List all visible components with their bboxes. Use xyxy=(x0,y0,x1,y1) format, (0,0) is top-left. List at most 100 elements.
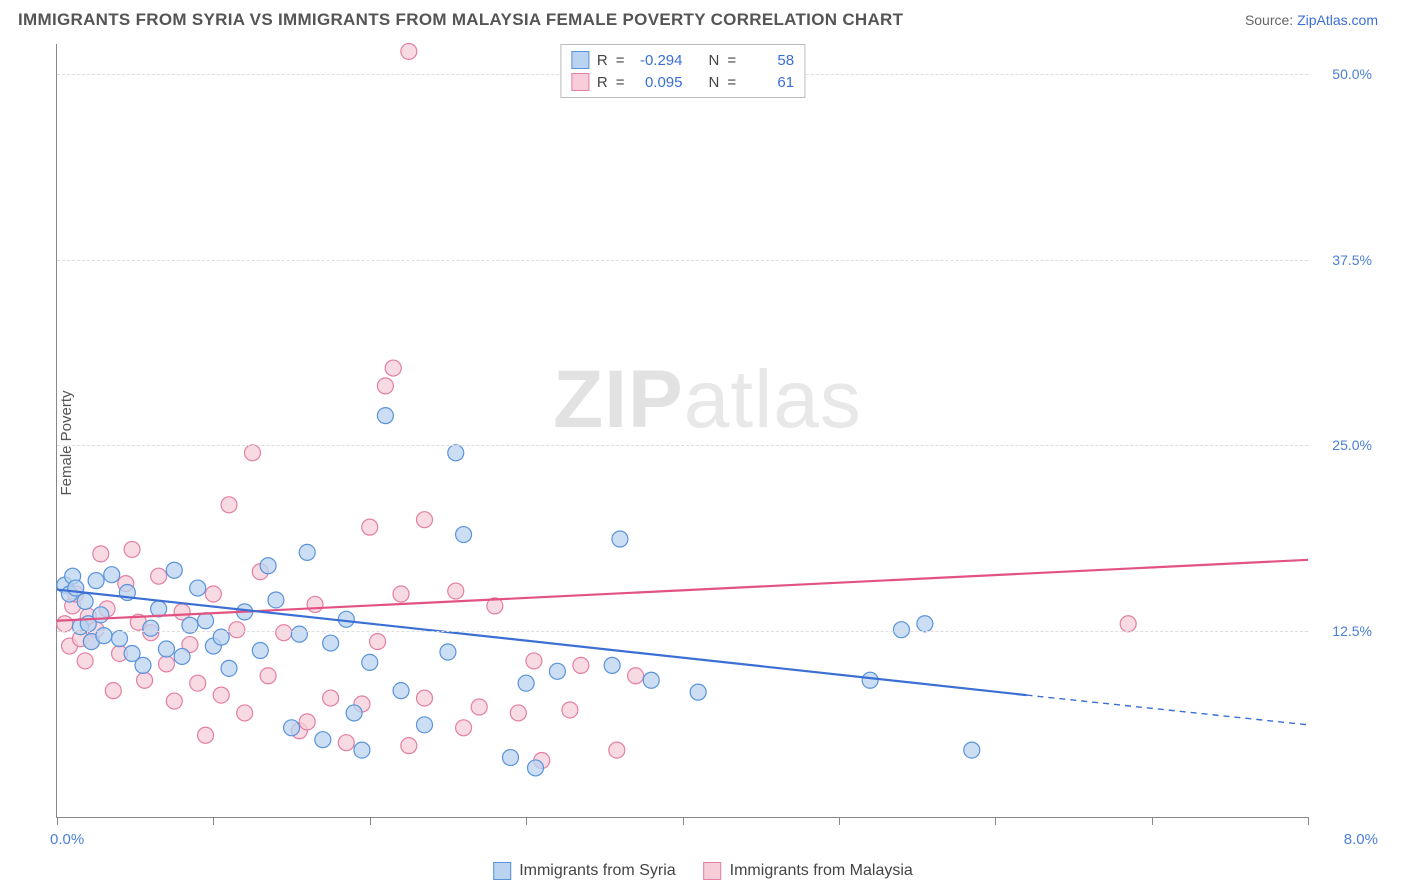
swatch-syria xyxy=(571,51,589,69)
series-legend: Immigrants from Syria Immigrants from Ma… xyxy=(493,862,913,880)
data-point xyxy=(338,611,354,627)
data-point xyxy=(346,705,362,721)
data-point xyxy=(124,541,140,557)
data-point xyxy=(448,445,464,461)
data-point xyxy=(964,742,980,758)
data-point xyxy=(518,675,534,691)
plot-area: ZIPatlas R = -0.294 N = 58 R = 0.095 N = xyxy=(56,44,1308,818)
data-point xyxy=(416,512,432,528)
data-point xyxy=(205,586,221,602)
chart-title: IMMIGRANTS FROM SYRIA VS IMMIGRANTS FROM… xyxy=(18,10,903,30)
swatch-malaysia xyxy=(571,73,589,91)
data-point xyxy=(643,672,659,688)
data-point xyxy=(612,531,628,547)
data-point xyxy=(471,699,487,715)
data-point xyxy=(604,657,620,673)
legend-item-syria: Immigrants from Syria xyxy=(493,862,675,880)
correlation-legend: R = -0.294 N = 58 R = 0.095 N = 61 xyxy=(560,44,805,98)
data-point xyxy=(893,622,909,638)
source-attribution: Source: ZipAtlas.com xyxy=(1245,12,1378,28)
data-point xyxy=(291,626,307,642)
data-point xyxy=(456,527,472,543)
chart-container: Female Poverty ZIPatlas R = -0.294 N = 5… xyxy=(18,44,1378,842)
trend-line xyxy=(1027,695,1308,725)
data-point xyxy=(268,592,284,608)
data-point xyxy=(105,683,121,699)
data-point xyxy=(198,727,214,743)
equals-sign: = xyxy=(616,52,625,69)
r-label: R xyxy=(597,52,608,69)
n-value-syria: 58 xyxy=(744,52,794,69)
data-point xyxy=(93,546,109,562)
data-point xyxy=(68,580,84,596)
data-point xyxy=(158,656,174,672)
data-point xyxy=(260,668,276,684)
data-point xyxy=(213,687,229,703)
r-label: R xyxy=(597,74,608,91)
data-point xyxy=(609,742,625,758)
data-point xyxy=(260,558,276,574)
data-point xyxy=(416,690,432,706)
data-point xyxy=(510,705,526,721)
data-point xyxy=(1120,616,1136,632)
data-point xyxy=(252,643,268,659)
data-point xyxy=(573,657,589,673)
scatter-svg xyxy=(57,44,1308,817)
y-tick-label: 37.5% xyxy=(1332,252,1372,268)
data-point xyxy=(77,653,93,669)
trend-line xyxy=(57,560,1308,621)
swatch-syria xyxy=(493,862,511,880)
r-value-malaysia: 0.095 xyxy=(633,74,683,91)
equals-sign: = xyxy=(727,74,736,91)
source-prefix: Source: xyxy=(1245,12,1297,28)
data-point xyxy=(77,593,93,609)
data-point xyxy=(448,583,464,599)
data-point xyxy=(135,657,151,673)
data-point xyxy=(690,684,706,700)
data-point xyxy=(393,683,409,699)
data-point xyxy=(96,628,112,644)
data-point xyxy=(338,735,354,751)
x-axis-min-label: 0.0% xyxy=(50,831,84,848)
data-point xyxy=(440,644,456,660)
data-point xyxy=(315,732,331,748)
data-point xyxy=(88,573,104,589)
n-value-malaysia: 61 xyxy=(744,74,794,91)
legend-row-malaysia: R = 0.095 N = 61 xyxy=(571,71,794,93)
data-point xyxy=(190,580,206,596)
data-point xyxy=(502,750,518,766)
data-point xyxy=(244,445,260,461)
data-point xyxy=(93,607,109,623)
data-point xyxy=(299,544,315,560)
y-tick-label: 12.5% xyxy=(1332,623,1372,639)
data-point xyxy=(416,717,432,733)
data-point xyxy=(237,705,253,721)
legend-label-syria: Immigrants from Syria xyxy=(519,862,675,880)
data-point xyxy=(112,631,128,647)
x-axis-max-label: 8.0% xyxy=(1344,831,1378,848)
data-point xyxy=(143,620,159,636)
data-point xyxy=(166,693,182,709)
data-point xyxy=(190,675,206,691)
data-point xyxy=(549,663,565,679)
legend-label-malaysia: Immigrants from Malaysia xyxy=(730,862,913,880)
data-point xyxy=(362,519,378,535)
data-point xyxy=(276,625,292,641)
data-point xyxy=(284,720,300,736)
data-point xyxy=(221,497,237,513)
data-point xyxy=(323,690,339,706)
data-point xyxy=(393,586,409,602)
y-tick-label: 25.0% xyxy=(1332,437,1372,453)
data-point xyxy=(628,668,644,684)
legend-row-syria: R = -0.294 N = 58 xyxy=(571,49,794,71)
source-link[interactable]: ZipAtlas.com xyxy=(1297,12,1378,28)
data-point xyxy=(307,596,323,612)
data-point xyxy=(323,635,339,651)
data-point xyxy=(862,672,878,688)
data-point xyxy=(299,714,315,730)
data-point xyxy=(401,738,417,754)
data-point xyxy=(198,613,214,629)
data-point xyxy=(401,43,417,59)
data-point xyxy=(377,378,393,394)
data-point xyxy=(526,653,542,669)
